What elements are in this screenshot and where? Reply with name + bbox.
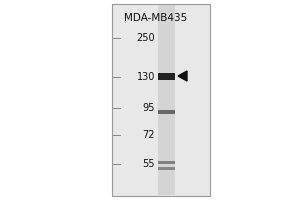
Text: 72: 72 (142, 130, 155, 140)
Polygon shape (178, 71, 187, 81)
Bar (112, 4, 210, 196)
Text: 95: 95 (142, 103, 155, 113)
Bar (158, 166, 175, 170)
Text: 250: 250 (136, 33, 155, 43)
Bar (158, 72, 175, 79)
Bar (158, 5, 175, 195)
Text: 55: 55 (142, 159, 155, 169)
Bar (158, 160, 175, 164)
Text: 130: 130 (136, 72, 155, 82)
Text: MDA-MB435: MDA-MB435 (124, 13, 188, 23)
Bar (158, 110, 175, 114)
